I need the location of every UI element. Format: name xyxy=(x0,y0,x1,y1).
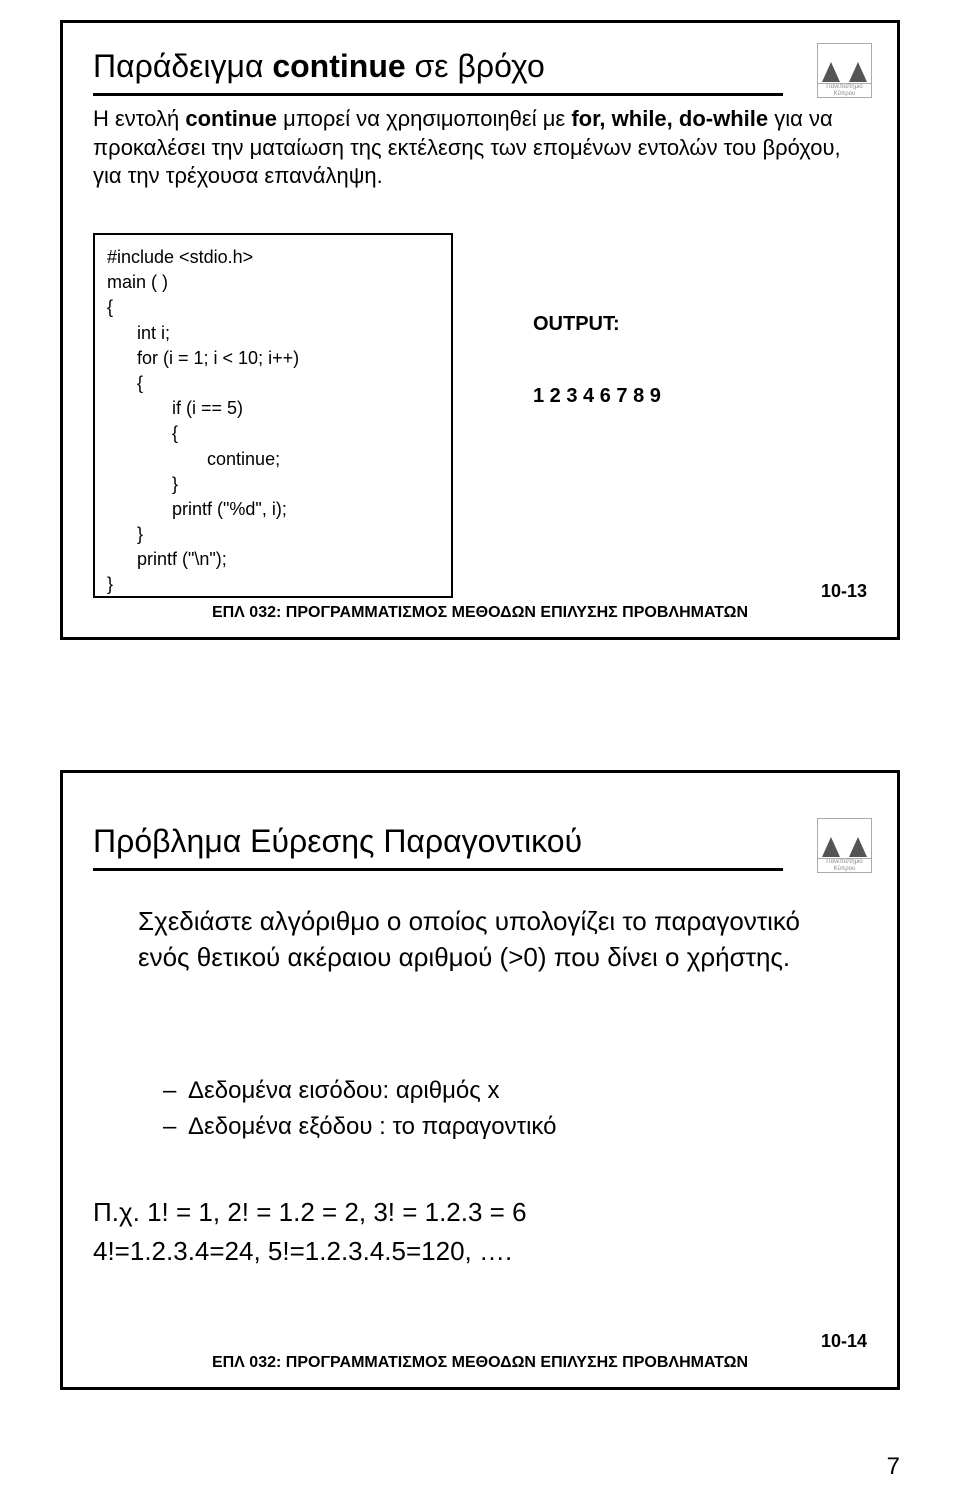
slide-footer: ΕΠΛ 032: ΠΡΟΓΡΑΜΜΑΤΙΣΜΟΣ ΜΕΘΟΔΩΝ ΕΠΙΛΥΣΗ… xyxy=(63,604,897,622)
slide-number: 10-13 xyxy=(821,581,867,602)
output-label: OUTPUT: xyxy=(533,306,661,342)
title-pre: Παράδειγμα xyxy=(93,48,272,84)
dash-icon: – xyxy=(163,1073,188,1109)
page: Παράδειγμα continue σε βρόχο Πανεπιστήμι… xyxy=(0,0,960,1501)
dash-icon: – xyxy=(163,1109,188,1145)
title-post: σε βρόχο xyxy=(406,48,545,84)
title-bold: continue xyxy=(272,48,405,84)
bullet-item: – Δεδομένα εισόδου: αριθμός x xyxy=(163,1073,556,1109)
title-underline xyxy=(93,93,783,96)
title-underline xyxy=(93,868,783,871)
example-line-1: Π.χ. 1! = 1, 2! = 1.2 = 2, 3! = 1.2.3 = … xyxy=(93,1193,527,1232)
bullet-list: – Δεδομένα εισόδου: αριθμός x – Δεδομένα… xyxy=(163,1073,556,1145)
slide-title: Πρόβλημα Εύρεσης Παραγοντικού xyxy=(93,823,783,865)
example-line-2: 4!=1.2.3.4=24, 5!=1.2.3.4.5=120, …. xyxy=(93,1232,527,1271)
slide-number: 10-14 xyxy=(821,1331,867,1352)
university-logo: Πανεπιστήμιο Κύπρου xyxy=(817,43,872,98)
example-block: Π.χ. 1! = 1, 2! = 1.2 = 2, 3! = 1.2.3 = … xyxy=(93,1193,527,1271)
university-logo: Πανεπιστήμιο Κύπρου xyxy=(817,818,872,873)
slide-title: Παράδειγμα continue σε βρόχο xyxy=(93,48,783,90)
bullet-text: Δεδομένα εξόδου : το παραγοντικό xyxy=(188,1109,556,1145)
slide-body: Η εντολή continue μπορεί να χρησιμοποιηθ… xyxy=(93,105,873,191)
output-values: 1 2 3 4 6 7 8 9 xyxy=(533,378,661,414)
body-mid1: μπορεί να χρησιμοποιηθεί με xyxy=(277,106,571,131)
body-b2: for, while, do-while xyxy=(571,106,768,131)
bullet-text: Δεδομένα εισόδου: αριθμός x xyxy=(188,1073,499,1109)
paragraph: Σχεδιάστε αλγόριθμο ο οποίος υπολογίζει … xyxy=(138,903,858,976)
slide-footer: ΕΠΛ 032: ΠΡΟΓΡΑΜΜΑΤΙΣΜΟΣ ΜΕΘΟΔΩΝ ΕΠΙΛΥΣΗ… xyxy=(63,1354,897,1372)
body-b1: continue xyxy=(185,106,277,131)
slide-1: Παράδειγμα continue σε βρόχο Πανεπιστήμι… xyxy=(60,20,900,640)
code-box: #include <stdio.h> main ( ) { int i; for… xyxy=(93,233,453,598)
page-number: 7 xyxy=(887,1453,900,1481)
slide-2: Πρόβλημα Εύρεσης Παραγοντικού Πανεπιστήμ… xyxy=(60,770,900,1390)
output-block: OUTPUT: 1 2 3 4 6 7 8 9 xyxy=(533,306,661,414)
bullet-item: – Δεδομένα εξόδου : το παραγοντικό xyxy=(163,1109,556,1145)
body-pre: Η εντολή xyxy=(93,106,185,131)
